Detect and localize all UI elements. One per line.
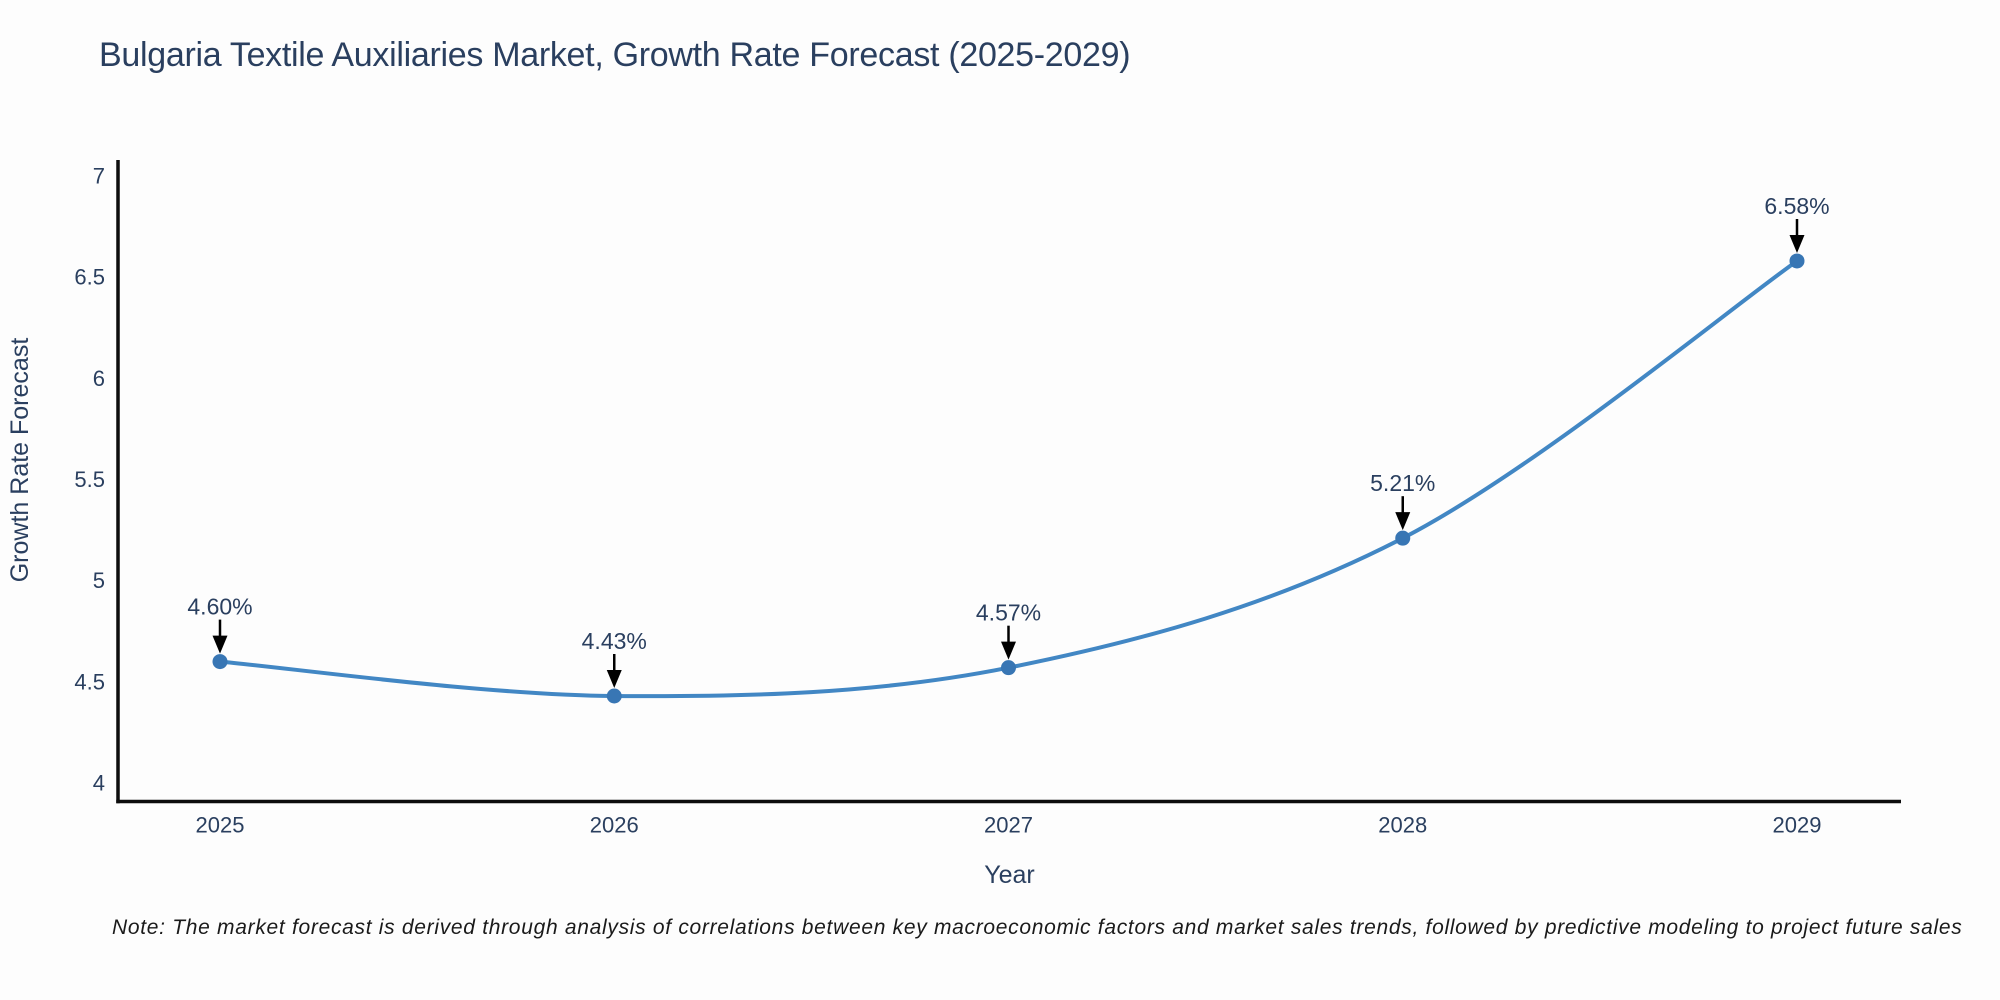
annotation-arrowhead xyxy=(1001,641,1016,660)
y-tick-label: 5.5 xyxy=(74,467,105,492)
chart-title: Bulgaria Textile Auxiliaries Market, Gro… xyxy=(99,36,1131,74)
x-tick-label: 2026 xyxy=(590,813,639,838)
y-tick-label: 7 xyxy=(93,163,105,188)
data-point-marker xyxy=(1789,253,1805,269)
trend-line xyxy=(218,258,1799,699)
data-point-marker xyxy=(606,688,622,704)
x-tick-label: 2025 xyxy=(196,813,245,838)
y-tick-label: 6 xyxy=(93,366,105,391)
x-tick-label: 2027 xyxy=(984,813,1033,838)
point-annotation: 4.60% xyxy=(187,594,252,620)
x-axis-title: Year xyxy=(984,861,1035,889)
annotation-arrowhead xyxy=(1789,234,1805,253)
point-annotation: 4.57% xyxy=(976,600,1041,626)
data-point-marker xyxy=(212,654,228,670)
annotation-arrowhead xyxy=(606,669,622,688)
point-annotation: 4.43% xyxy=(582,628,647,654)
annotation-arrowhead xyxy=(212,635,228,654)
data-point-marker xyxy=(1395,530,1411,546)
point-annotation: 6.58% xyxy=(1764,193,1829,219)
annotation-arrowhead xyxy=(1395,512,1411,531)
y-tick-label: 4.5 xyxy=(74,669,105,694)
x-tick-label: 2028 xyxy=(1378,813,1427,838)
point-annotation: 5.21% xyxy=(1370,470,1435,496)
x-tick-label: 2029 xyxy=(1773,813,1822,838)
data-point-marker xyxy=(1001,660,1016,676)
y-tick-label: 6.5 xyxy=(74,265,105,290)
y-tick-label: 5 xyxy=(93,568,105,593)
y-tick-label: 4 xyxy=(93,770,105,795)
y-axis-title: Growth Rate Forecast xyxy=(6,338,34,583)
footnote: Note: The market forecast is derived thr… xyxy=(112,916,1963,939)
